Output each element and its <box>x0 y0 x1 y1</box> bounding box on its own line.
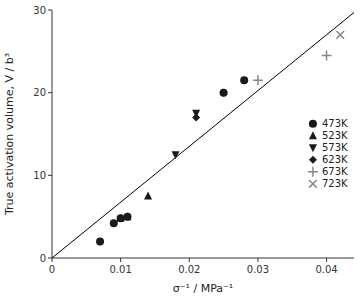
x-tick <box>326 258 327 262</box>
point <box>117 214 125 222</box>
point <box>110 219 118 227</box>
y-tick <box>48 92 52 93</box>
x-tick <box>257 258 258 262</box>
point <box>192 113 200 121</box>
point <box>144 192 152 200</box>
x-tick <box>120 258 121 262</box>
legend-marker <box>309 180 317 188</box>
y-axis-label: True activation volume, V / b³ <box>3 53 16 216</box>
x-tick-label: 0.02 <box>178 264 200 275</box>
legend-label: 723K <box>322 178 348 189</box>
legend: 473K523K573K623K673K723K <box>308 118 348 189</box>
x-axis <box>52 258 354 259</box>
point <box>117 214 125 222</box>
x-tick-label: 0 <box>49 264 55 275</box>
y-tick <box>48 10 52 11</box>
x-tick-label: 0.04 <box>315 264 337 275</box>
y-tick-label: 0 <box>40 253 46 264</box>
x-tick-label: 0.03 <box>247 264 269 275</box>
legend-label: 623K <box>322 154 348 165</box>
y-tick <box>48 258 52 259</box>
point <box>172 151 180 159</box>
legend-label: 523K <box>322 130 348 141</box>
point <box>124 212 132 220</box>
x-axis-label: σ⁻¹ / MPa⁻¹ <box>173 282 233 295</box>
point <box>322 50 332 60</box>
point <box>220 89 228 97</box>
y-tick <box>48 175 52 176</box>
legend-label: 573K <box>322 142 348 153</box>
y-axis <box>52 10 53 258</box>
legend-marker <box>309 156 317 164</box>
legend-marker <box>309 120 317 128</box>
fit-line <box>52 12 354 258</box>
legend-label: 673K <box>322 166 348 177</box>
point <box>124 213 132 221</box>
x-tick-label: 0.01 <box>110 264 132 275</box>
point <box>240 76 248 84</box>
y-tick-label: 20 <box>33 87 46 98</box>
y-tick-label: 30 <box>33 5 46 16</box>
point <box>96 237 104 245</box>
legend-marker <box>309 131 317 139</box>
point <box>220 89 228 97</box>
point <box>253 75 263 85</box>
y-tick-label: 10 <box>33 170 46 181</box>
legend-marker <box>308 167 318 177</box>
point <box>336 31 344 39</box>
legend-marker <box>309 144 317 152</box>
x-tick <box>189 258 190 262</box>
legend-label: 473K <box>322 118 348 129</box>
chart: 0 0.01 0.02 0.03 0.04 0 10 20 30 σ⁻¹ / MPa⁻¹ True … <box>0 0 364 298</box>
x-tick <box>52 258 53 262</box>
plot-area <box>52 12 354 258</box>
